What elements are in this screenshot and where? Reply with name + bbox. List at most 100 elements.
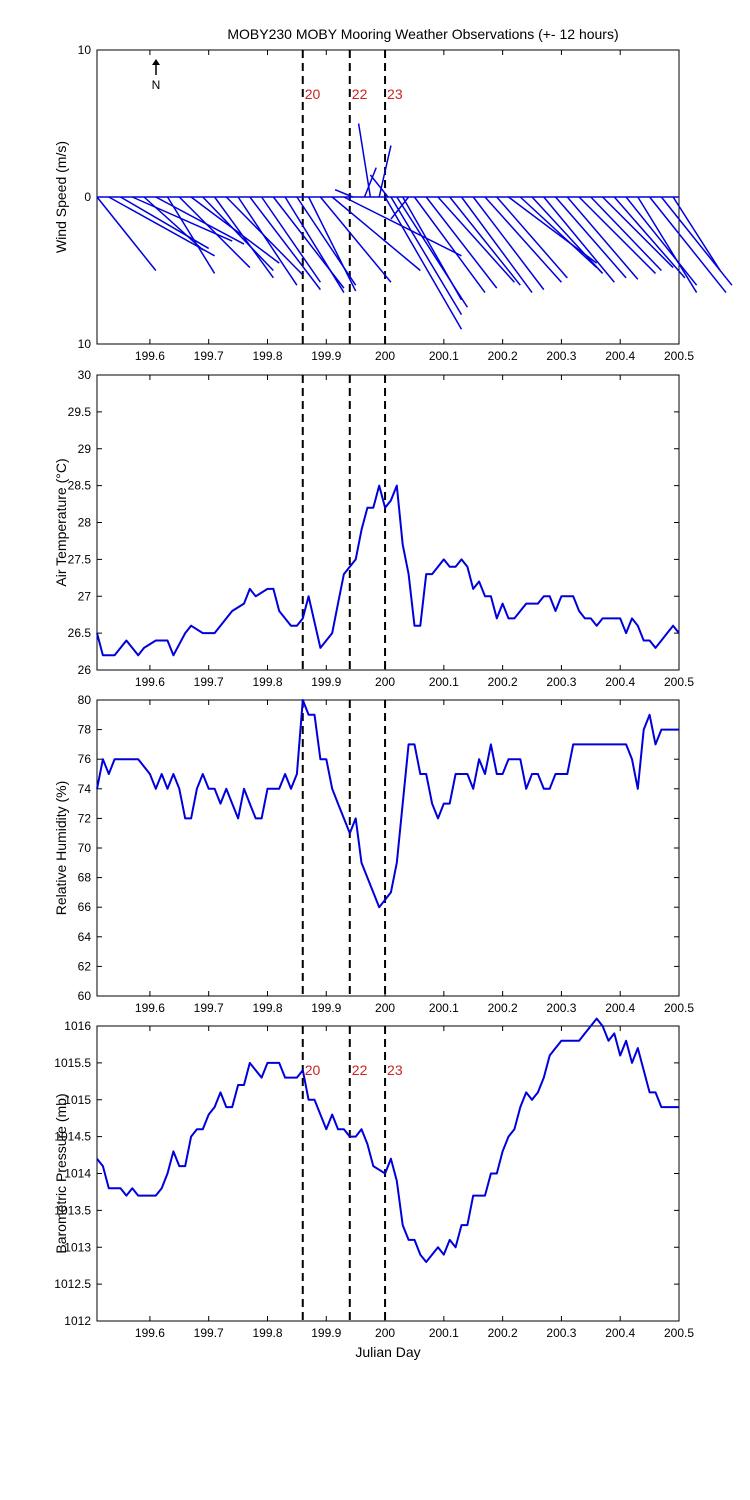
x-tick-label: 199.8 <box>252 675 282 689</box>
wind-vector <box>390 196 410 220</box>
x-tick-label: 199.9 <box>311 675 341 689</box>
x-tick-label: 199.6 <box>135 1001 165 1015</box>
figure-title: MOBY230 MOBY Mooring Weather Observation… <box>227 26 618 42</box>
wind-vector <box>213 196 274 279</box>
y-tick-label: 27.5 <box>68 552 92 566</box>
wind-vector <box>449 196 521 286</box>
wind-vector <box>672 196 721 271</box>
wind-vector <box>178 196 251 269</box>
y-axis-label: Barometric Pressure (mb) <box>53 1093 69 1253</box>
wind-vector <box>143 196 204 251</box>
x-tick-label: 200 <box>375 675 395 689</box>
x-tick-label: 199.6 <box>135 675 165 689</box>
y-tick-label: 72 <box>78 811 92 825</box>
x-tick-label: 200 <box>375 1326 395 1340</box>
y-tick-label: 78 <box>78 723 92 737</box>
wind-vector <box>637 196 698 293</box>
y-tick-label: 74 <box>78 782 92 796</box>
x-axis-label: Julian Day <box>355 1344 420 1360</box>
wind-vector <box>249 196 321 291</box>
event-marker-label: 23 <box>387 86 403 102</box>
wind-vector <box>437 196 515 283</box>
y-tick-label: 1015.5 <box>54 1056 91 1070</box>
panel-3: 199.6 199.7 199.8 199.9 200 200.1 200.2 200.3 20… <box>53 693 694 1015</box>
wind-vector <box>307 196 357 292</box>
wind-vector <box>357 123 372 198</box>
x-tick-label: 200.5 <box>664 1326 694 1340</box>
wind-vector <box>554 196 627 279</box>
wind-vector <box>260 196 322 283</box>
wind-vector <box>166 196 216 274</box>
wind-vector <box>519 196 598 269</box>
x-tick-label: 200.2 <box>488 1326 518 1340</box>
x-tick-label: 200.1 <box>429 349 459 363</box>
wind-vector <box>425 196 498 289</box>
y-tick-label: 29.5 <box>68 405 92 419</box>
y-tick-label: 30 <box>78 368 92 382</box>
wind-vector <box>319 196 392 283</box>
panel-4: 199.6 199.7 199.8 199.9 200 200.1 200.2 200.3 20… <box>53 1017 694 1360</box>
y-tick-label: 68 <box>78 871 92 885</box>
x-tick-label: 199.7 <box>194 349 224 363</box>
x-tick-label: 200.4 <box>605 1001 635 1015</box>
y-tick-label: 0 <box>84 190 91 204</box>
x-tick-label: 200.3 <box>546 1001 576 1015</box>
y-tick-label: 66 <box>78 900 92 914</box>
x-tick-label: 200 <box>375 349 395 363</box>
north-arrowhead-icon <box>152 59 160 65</box>
x-tick-label: 199.7 <box>194 675 224 689</box>
wind-vector <box>402 196 463 301</box>
wind-vector <box>237 196 298 286</box>
x-tick-label: 199.7 <box>194 1326 224 1340</box>
event-marker-label: 22 <box>352 86 368 102</box>
series-line <box>96 484 680 657</box>
panel-1: 199.6 199.7 199.8 199.9 200 200.1 200.2 200.3 20… <box>53 43 733 363</box>
y-tick-label: 1015 <box>64 1093 91 1107</box>
wind-vector <box>543 196 615 283</box>
wind-vector <box>334 188 354 198</box>
y-tick-label: 26 <box>78 663 92 677</box>
wind-vector <box>613 196 686 279</box>
y-tick-label: 10 <box>78 337 92 351</box>
x-tick-label: 200.1 <box>429 1326 459 1340</box>
wind-vector <box>363 167 377 198</box>
event-marker-label: 20 <box>305 86 321 102</box>
y-tick-label: 80 <box>78 693 92 707</box>
x-tick-label: 200.4 <box>605 675 635 689</box>
y-tick-label: 60 <box>78 989 92 1003</box>
x-tick-label: 199.8 <box>252 1001 282 1015</box>
y-tick-label: 28.5 <box>68 479 92 493</box>
event-marker-label: 23 <box>387 1062 403 1078</box>
x-tick-label: 200.4 <box>605 1326 635 1340</box>
wind-vector <box>484 196 562 283</box>
y-tick-label: 70 <box>78 841 92 855</box>
panel-2: 199.6 199.7 199.8 199.9 200 200.1 200.2 200.3 20… <box>53 368 694 689</box>
y-tick-label: 10 <box>78 43 92 57</box>
wind-vector <box>284 196 345 293</box>
y-tick-label: 1012 <box>64 1314 91 1328</box>
y-tick-label: 29 <box>78 442 92 456</box>
y-tick-label: 76 <box>78 752 92 766</box>
wind-vector <box>155 196 245 245</box>
plot-frame <box>96 374 680 671</box>
x-tick-label: 199.9 <box>311 1326 341 1340</box>
wind-vector <box>602 196 674 269</box>
wind-vector <box>625 196 698 286</box>
wind-vector <box>566 196 639 280</box>
series-line <box>96 1017 679 1263</box>
x-tick-label: 199.7 <box>194 1001 224 1015</box>
x-tick-label: 199.6 <box>135 1326 165 1340</box>
wind-vector <box>578 196 657 274</box>
y-tick-label: 1012.5 <box>54 1277 91 1291</box>
event-marker-label: 22 <box>352 1062 368 1078</box>
y-tick-label: 62 <box>78 959 92 973</box>
x-tick-label: 200.2 <box>488 675 518 689</box>
wind-vector <box>390 196 463 315</box>
wind-vector <box>531 196 604 274</box>
x-tick-label: 199.8 <box>252 349 282 363</box>
y-axis-label: Wind Speed (m/s) <box>53 141 69 253</box>
x-tick-label: 200.4 <box>605 349 635 363</box>
y-tick-label: 1013.5 <box>54 1203 91 1217</box>
x-tick-label: 200.3 <box>546 349 576 363</box>
wind-vector <box>649 196 727 294</box>
